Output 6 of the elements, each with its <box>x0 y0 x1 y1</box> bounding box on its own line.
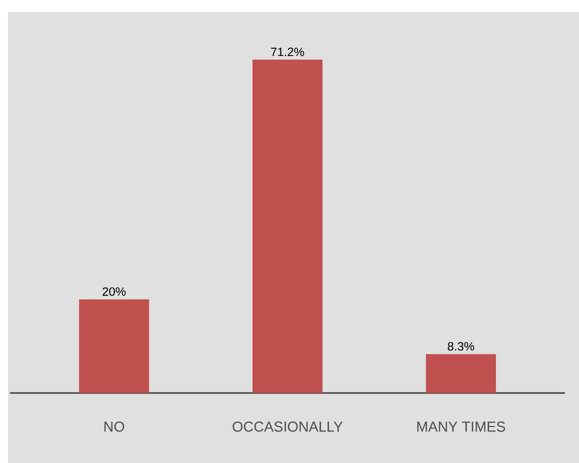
x-tick-label: NO <box>104 422 124 432</box>
x-tick-label: MANY TIMES <box>417 422 506 432</box>
data-label: 71.2% <box>271 48 304 56</box>
data-label: 20% <box>102 287 126 296</box>
data-label: 8.3% <box>448 342 474 351</box>
x-tick-label: OCCASIONALLY <box>232 422 343 432</box>
